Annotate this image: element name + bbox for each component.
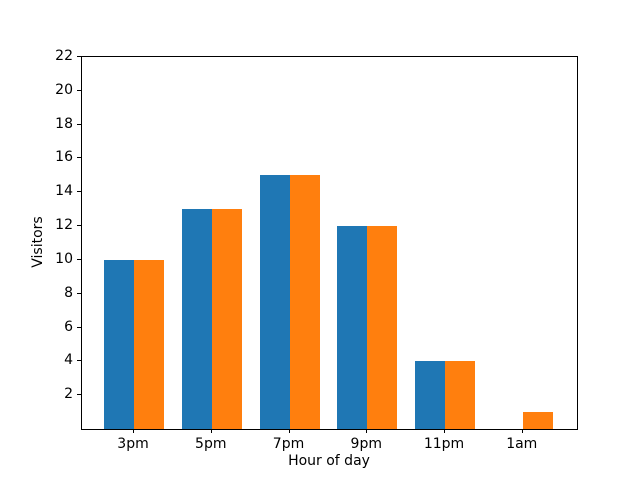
y-tick-mark	[77, 292, 81, 294]
x-tick-label: 3pm	[117, 436, 149, 452]
x-tick-label: 11pm	[423, 436, 465, 452]
y-tick-mark	[77, 123, 81, 125]
y-tick-label: 2	[64, 386, 73, 403]
bar-orange-series-5pm	[211, 209, 242, 429]
bar-blue-series-5pm	[181, 209, 212, 429]
y-tick-label: 14	[55, 183, 73, 200]
x-tick-mark	[444, 429, 445, 433]
bar-orange-series-1am	[522, 412, 553, 429]
y-tick-label: 8	[64, 284, 73, 301]
y-tick-label: 4	[64, 352, 73, 369]
y-tick-mark	[77, 394, 81, 396]
bar-blue-series-11pm	[415, 361, 445, 429]
y-tick-label: 18	[55, 115, 73, 132]
x-tick-mark	[210, 429, 212, 433]
bar-orange-series-11pm	[445, 361, 475, 429]
bar-orange-series-3pm	[134, 259, 164, 429]
y-tick-mark	[77, 326, 81, 328]
bar-orange-series-9pm	[367, 226, 398, 429]
x-axis-label: Hour of day	[288, 453, 370, 469]
y-tick-mark	[77, 225, 81, 227]
bar-blue-series-7pm	[259, 175, 290, 429]
y-tick-label: 6	[64, 318, 73, 335]
x-tick-mark	[288, 429, 290, 433]
x-tick-mark	[133, 429, 134, 433]
y-tick-mark	[77, 89, 81, 91]
y-tick-mark	[77, 360, 81, 362]
y-tick-mark	[77, 258, 81, 260]
bar-orange-series-7pm	[289, 175, 320, 429]
y-tick-label: 16	[55, 149, 73, 166]
y-tick-mark	[77, 56, 81, 57]
x-tick-mark	[521, 429, 523, 433]
y-tick-mark	[77, 157, 81, 159]
y-tick-label: 12	[55, 217, 73, 234]
x-tick-label: 5pm	[195, 436, 227, 452]
y-tick-label: 22	[55, 48, 73, 64]
bar-blue-series-9pm	[337, 226, 368, 429]
bar-blue-series-3pm	[104, 259, 134, 429]
y-tick-label: 20	[55, 81, 73, 98]
x-tick-mark	[366, 429, 368, 433]
x-tick-label: 1am	[506, 436, 538, 452]
plot-area	[81, 56, 578, 430]
y-tick-mark	[77, 191, 81, 193]
x-tick-label: 9pm	[350, 436, 382, 452]
y-tick-label: 10	[55, 250, 73, 267]
x-tick-label: 7pm	[272, 436, 305, 452]
